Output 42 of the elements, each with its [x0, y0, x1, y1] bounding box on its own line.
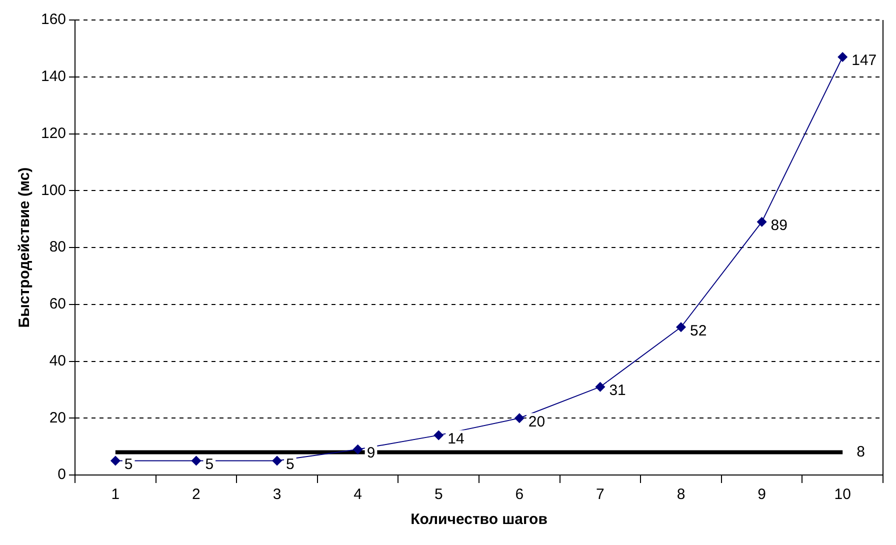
data-label: 9 [366, 444, 376, 462]
point [676, 322, 686, 332]
data-label: 147 [852, 52, 877, 70]
x-tick-label: 8 [676, 486, 686, 504]
point [514, 413, 524, 424]
data-label: 5 [205, 456, 214, 473]
y-tick-label: 140 [40, 68, 66, 86]
data-label: 89 [770, 217, 788, 234]
y-tick-label: 0 [58, 466, 66, 484]
x-tick-label: 1 [111, 486, 120, 504]
y-tick-label: 60 [49, 296, 66, 313]
x-tick-label: 6 [515, 486, 524, 504]
point [191, 456, 202, 466]
x-axis-title: Количество шагов [410, 511, 548, 528]
y-tick-label: 40 [49, 352, 66, 370]
x-tick-label: 10 [834, 486, 851, 504]
y-tick-label: 80 [49, 238, 66, 256]
x-tick-label: 5 [434, 486, 443, 504]
data-label: 31 [609, 382, 626, 399]
y-tick-label: 160 [40, 11, 66, 28]
data-label: 20 [528, 413, 546, 430]
point [434, 430, 444, 440]
data-label: 5 [124, 456, 133, 473]
data-label: 52 [690, 322, 707, 340]
point [272, 456, 282, 466]
x-tick-label: 2 [192, 486, 200, 504]
data-label: 8 [856, 443, 865, 460]
point [595, 382, 606, 392]
y-tick-label: 20 [49, 409, 66, 426]
y-tick-label: 120 [40, 124, 66, 142]
point [838, 52, 848, 62]
y-tick-label: 100 [40, 182, 66, 199]
data-label: 5 [286, 456, 294, 473]
point [352, 444, 363, 454]
point [110, 456, 120, 466]
y-axis-title: Быстродействие (мс) [16, 167, 34, 328]
x-tick-label: 7 [596, 486, 604, 504]
point [756, 216, 767, 227]
data-label: 14 [448, 430, 464, 448]
x-tick-label: 4 [354, 486, 362, 504]
x-tick-label: 3 [272, 486, 282, 504]
x-tick-label: 9 [758, 486, 766, 504]
